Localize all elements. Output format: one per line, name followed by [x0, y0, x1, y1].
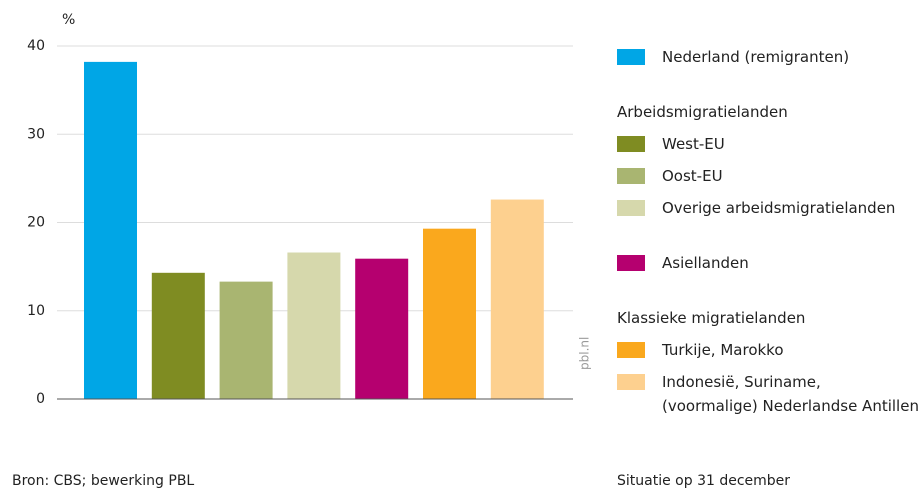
y-tick-label: 10: [27, 303, 45, 319]
legend-swatch: [617, 168, 645, 184]
legend-swatch: [617, 136, 645, 152]
legend-swatch: [617, 342, 645, 358]
legend-swatch: [617, 49, 645, 65]
legend: Nederland (remigranten) Arbeidsmigratiela…: [617, 41, 923, 418]
bar: [490, 199, 544, 399]
legend-label: Indonesië, Suriname, (voormalige) Nederl…: [662, 373, 919, 415]
legend-group: Klassieke migratielanden Turkije, Marokko…: [617, 302, 923, 418]
watermark: pbl.nl: [578, 337, 592, 370]
legend-item: Overige arbeidsmigratielanden: [617, 192, 923, 224]
y-tick-label: 30: [27, 126, 45, 142]
bar: [84, 61, 137, 399]
note: Situatie op 31 december: [617, 473, 791, 489]
legend-group: Nederland (remigranten): [617, 41, 923, 73]
legend-label: Overige arbeidsmigratielanden: [662, 199, 896, 217]
y-tick-label: 40: [27, 38, 45, 54]
legend-item: Turkije, Marokko: [617, 334, 923, 366]
y-axis-label: %: [62, 12, 75, 28]
y-tick-label: 20: [27, 215, 45, 231]
legend-item: Asiellanden: [617, 247, 923, 279]
source: Bron: CBS; bewerking PBL: [12, 473, 195, 489]
legend-swatch: [617, 374, 645, 390]
legend-label: West-EU: [662, 135, 725, 153]
legend-item: Oost-EU: [617, 160, 923, 192]
legend-label: Nederland (remigranten): [662, 48, 850, 66]
legend-group-title: Klassieke migratielanden: [617, 309, 806, 327]
bar: [151, 272, 205, 399]
legend-item: West-EU: [617, 128, 923, 160]
legend-item: Nederland (remigranten): [617, 41, 923, 73]
bar: [423, 228, 476, 399]
legend-label: Oost-EU: [662, 167, 723, 185]
chart: % pbl.nl 0 10 20 30 40: [27, 12, 592, 407]
legend-group: Arbeidsmigratielanden West-EU Oost-EU Overi…: [617, 96, 923, 224]
legend-label: Asiellanden: [662, 254, 749, 272]
legend-swatch: [617, 255, 645, 271]
y-tick-label: 0: [36, 391, 45, 407]
legend-item: Indonesië, Suriname, (voormalige) Nederl…: [617, 366, 923, 418]
legend-swatch: [617, 200, 645, 216]
legend-group-title: Arbeidsmigratielanden: [617, 103, 788, 121]
bar: [287, 252, 341, 399]
bar: [355, 258, 409, 399]
legend-label: Turkije, Marokko: [662, 341, 784, 359]
bar: [219, 281, 273, 399]
legend-group: Asiellanden: [617, 247, 923, 279]
